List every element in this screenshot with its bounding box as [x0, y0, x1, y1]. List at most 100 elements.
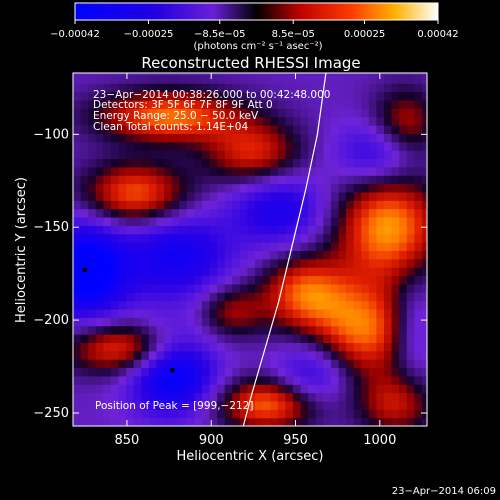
- heatmap-cell: [255, 367, 264, 377]
- heatmap-cell: [88, 292, 97, 302]
- heatmap-cell: [406, 225, 415, 235]
- heatmap-cell: [148, 158, 158, 168]
- heatmap-cell: [277, 417, 286, 426]
- heatmap-cell: [224, 191, 233, 201]
- heatmap-cell: [338, 384, 347, 394]
- heatmap-cell: [399, 283, 408, 293]
- heatmap-cell: [201, 300, 211, 310]
- heatmap-cell: [315, 183, 324, 193]
- heatmap-cell: [285, 317, 294, 327]
- heatmap-cell: [338, 133, 347, 143]
- heatmap-cell: [399, 158, 408, 168]
- heatmap-cell: [148, 208, 158, 218]
- heatmap-cell: [406, 275, 415, 285]
- heatmap-cell: [209, 417, 218, 426]
- heatmap-cell: [73, 409, 82, 419]
- heatmap-cell: [406, 325, 415, 335]
- heatmap-cell: [300, 275, 309, 285]
- heatmap-cell: [277, 108, 286, 118]
- heatmap-cell: [80, 308, 89, 318]
- heatmap-cell: [217, 233, 226, 243]
- x-tick-label: 850: [115, 433, 140, 448]
- heatmap-cell: [217, 342, 226, 352]
- heatmap-cell: [224, 342, 233, 352]
- heatmap-cell: [232, 216, 241, 226]
- heatmap-cell: [88, 191, 97, 201]
- heatmap-cell: [391, 99, 400, 109]
- heatmap-cell: [376, 317, 385, 327]
- heatmap-cell: [141, 225, 150, 235]
- heatmap-cell: [209, 375, 218, 385]
- heatmap-cell: [421, 91, 427, 101]
- heatmap-cell: [118, 133, 127, 143]
- heatmap-cell: [110, 334, 120, 343]
- heatmap-cell: [262, 242, 271, 252]
- heatmap-cell: [209, 158, 218, 168]
- heatmap-cell: [308, 91, 317, 101]
- heatmap-cell: [346, 367, 355, 377]
- heatmap-cell: [384, 325, 393, 335]
- heatmap-cell: [156, 175, 165, 185]
- heatmap-cell: [384, 350, 393, 360]
- heatmap-cell: [292, 200, 302, 210]
- heatmap-cell: [346, 258, 355, 268]
- heatmap-cell: [133, 73, 142, 76]
- heatmap-cell: [164, 133, 173, 143]
- heatmap-cell: [247, 225, 256, 235]
- heatmap-cell: [186, 384, 195, 394]
- heatmap-cell: [353, 359, 362, 369]
- heatmap-cell: [368, 158, 378, 168]
- heatmap-cell: [368, 242, 378, 252]
- heatmap-cell: [133, 225, 142, 235]
- heatmap-cell: [368, 417, 378, 426]
- heatmap-cell: [399, 133, 408, 143]
- heatmap-cell: [73, 367, 82, 377]
- heatmap-cell: [239, 275, 249, 285]
- heatmap-cell: [346, 242, 355, 252]
- heatmap-cell: [353, 200, 362, 210]
- heatmap-cell: [179, 384, 188, 394]
- heatmap-cell: [156, 208, 165, 218]
- heatmap-cell: [315, 308, 324, 318]
- heatmap-cell: [126, 91, 135, 101]
- heatmap-cell: [217, 283, 226, 293]
- heatmap-cell: [262, 392, 271, 402]
- heatmap-cell: [300, 409, 309, 419]
- heatmap-cell: [368, 258, 378, 268]
- heatmap-cell: [103, 133, 112, 143]
- heatmap-cell: [399, 417, 408, 426]
- heatmap-cell: [103, 216, 112, 226]
- heatmap-cell: [171, 216, 180, 226]
- heatmap-cell: [73, 300, 82, 310]
- heatmap-cell: [421, 242, 427, 252]
- heatmap-cell: [338, 73, 347, 76]
- heatmap-cell: [126, 133, 135, 143]
- heatmap-cell: [224, 175, 233, 185]
- heatmap-cell: [376, 292, 385, 302]
- heatmap-cell: [346, 342, 355, 352]
- heatmap-cell: [118, 116, 127, 126]
- heatmap-cell: [247, 367, 256, 377]
- heatmap-cell: [338, 283, 347, 293]
- heatmap-cell: [73, 166, 82, 176]
- heatmap-cell: [247, 166, 256, 176]
- heatmap-cell: [323, 166, 332, 176]
- heatmap-cell: [376, 350, 385, 360]
- heatmap-cell: [156, 258, 165, 268]
- heatmap-cell: [103, 116, 112, 126]
- heatmap-cell: [255, 73, 264, 76]
- heatmap-cell: [110, 73, 120, 76]
- heatmap-cell: [103, 208, 112, 218]
- heatmap-cell: [277, 91, 286, 101]
- heatmap-cell: [171, 417, 180, 426]
- heatmap-cell: [292, 183, 302, 193]
- heatmap-cell: [156, 83, 165, 93]
- heatmap-cell: [384, 108, 393, 118]
- heatmap-cell: [194, 216, 203, 226]
- heatmap-cell: [262, 183, 271, 193]
- heatmap-cell: [323, 216, 332, 226]
- heatmap-cell: [179, 158, 188, 168]
- heatmap-cell: [88, 141, 97, 151]
- heatmap-cell: [201, 283, 211, 293]
- heatmap-cell: [201, 392, 211, 402]
